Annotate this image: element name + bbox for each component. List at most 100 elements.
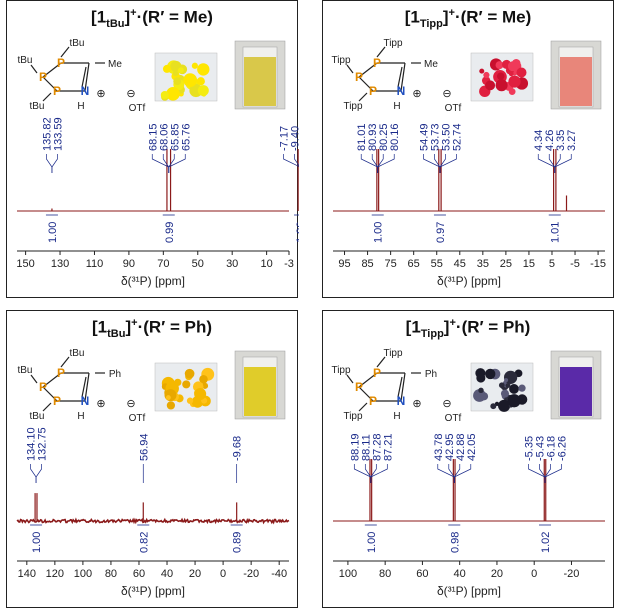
sample-vial <box>234 40 286 110</box>
integral-value: 1.00 <box>47 222 59 243</box>
double-bond <box>397 66 403 88</box>
molecule-structure: PPP NH ⊕ ⊖ OTf Me Tipp Tipp Tipp <box>331 38 461 114</box>
integral-value: 0.99 <box>164 222 176 243</box>
panel-title: [1Tipp]+·(R′ = Ph) <box>405 317 531 341</box>
peak-label: 68.06 <box>158 123 170 151</box>
peak-label-connector <box>554 154 572 173</box>
crystal <box>498 382 505 389</box>
x-tick-label: -3 <box>284 258 294 270</box>
molecule-structure: PPP NH ⊕ ⊖ OTf Me tBu tBu tBu <box>17 38 145 114</box>
x-tick-label: 65 <box>408 258 420 270</box>
sample-photo <box>154 52 218 102</box>
x-axis-label: δ(³¹P) [ppm] <box>121 584 185 598</box>
atom-label-p: P <box>57 366 65 380</box>
peak-label: -6.18 <box>546 436 558 461</box>
peak-label: 80.93 <box>367 123 379 151</box>
spectrum-baseline <box>16 517 290 525</box>
nmr-panel-tipp-ph: [1Tipp]+·(R′ = Ph) 100 80 60 40 20 0 -20 δ(³¹P)… <box>322 310 614 608</box>
sample-photo <box>154 362 218 412</box>
crystal <box>186 397 194 404</box>
bond <box>376 46 386 58</box>
x-tick-label: 5 <box>549 258 555 270</box>
peak-label: 88.11 <box>360 434 372 461</box>
crystal <box>172 70 179 77</box>
crystal <box>197 63 210 76</box>
peak-label: 52.74 <box>451 123 463 151</box>
atom-label-p: P <box>53 394 61 408</box>
sample-photo <box>470 362 534 412</box>
crystal <box>479 68 485 74</box>
nmr-spectrum-svg: 100 80 60 40 20 0 -20δ(³¹P) [ppm]88.19 88.11 87.… <box>331 348 605 598</box>
peak-label-connector <box>294 154 299 167</box>
x-tick-label: -20 <box>564 568 580 580</box>
crystal <box>516 67 527 78</box>
x-tick-label: 130 <box>51 258 69 270</box>
x-axis-label: δ(³¹P) [ppm] <box>121 274 185 288</box>
x-tick-label: 0 <box>531 568 537 580</box>
peak-label: -6.26 <box>557 436 569 461</box>
x-tick-label: 75 <box>385 258 397 270</box>
bond <box>84 372 90 402</box>
vial-liquid <box>244 367 276 416</box>
atom-label-h: H <box>393 411 400 422</box>
bond <box>358 92 368 102</box>
peak-label: 80.25 <box>378 123 390 151</box>
panel-title: [1Tipp]+·(R′ = Me) <box>404 7 532 31</box>
x-tick-label: -5 <box>570 258 580 270</box>
group-label: tBu <box>69 38 84 49</box>
bond <box>358 76 374 92</box>
crystal <box>476 373 486 383</box>
peak-label-connector <box>370 464 388 483</box>
bond <box>346 64 354 74</box>
crystal <box>504 378 509 383</box>
crystal <box>498 399 511 412</box>
peak-label: -5.35 <box>524 436 536 461</box>
molecule-structure: PPP NH ⊕ ⊖ OTf Ph Tipp Tipp Tipp <box>331 348 461 424</box>
x-tick-label: 60 <box>133 568 145 580</box>
x-tick-label: 85 <box>361 258 373 270</box>
bond <box>30 64 38 74</box>
peak-label-connector <box>162 154 170 173</box>
atom-label-p: P <box>373 56 381 70</box>
charge-minus: ⊖ <box>442 398 451 410</box>
peak-label-connector <box>168 154 175 173</box>
peak-label-connector <box>544 464 562 483</box>
peak-label: -9.68 <box>232 436 244 461</box>
bond <box>358 402 368 412</box>
molecule-structure: PPP NH ⊕ ⊖ OTf Ph tBu tBu tBu <box>17 348 145 424</box>
atom-label-p: P <box>373 366 381 380</box>
peak-label: 65.85 <box>169 123 181 151</box>
bond <box>358 386 374 402</box>
charge-plus: ⊕ <box>412 88 421 100</box>
atom-label-n: N <box>81 84 90 98</box>
bond <box>60 46 70 58</box>
crystal <box>183 73 198 88</box>
bond <box>358 62 378 78</box>
group-label: Tipp <box>331 55 351 66</box>
x-axis-label: δ(³¹P) [ppm] <box>437 584 501 598</box>
integral-value: 0.82 <box>138 532 150 553</box>
crystal <box>166 87 180 101</box>
x-tick-label: 70 <box>157 258 169 270</box>
crystal <box>508 75 521 88</box>
peak-label: 54.49 <box>418 123 430 151</box>
group-label: tBu <box>69 348 84 359</box>
double-bond <box>81 66 87 88</box>
peak-label: 87.21 <box>382 433 394 461</box>
vial-liquid <box>244 57 276 106</box>
crystal <box>162 64 171 73</box>
nmr-panel-tbu-me: [1tBu]+·(R′ = Me) 150 130 110 90 70 50 30 10 -3 δ… <box>6 0 299 298</box>
group-label: Tipp <box>331 365 351 376</box>
bond <box>84 62 90 92</box>
integral-value: 0.89 <box>232 532 244 553</box>
counterion-label: OTf <box>445 413 462 424</box>
atom-label-n: N <box>397 394 406 408</box>
counterion-label: OTf <box>129 413 146 424</box>
atom-label-h: H <box>77 411 84 422</box>
peak-label: 53.50 <box>440 123 452 151</box>
atom-label-p: P <box>39 70 47 84</box>
x-tick-label: 95 <box>338 258 350 270</box>
atom-label-n: N <box>81 394 90 408</box>
bond <box>376 356 386 368</box>
x-tick-label: 140 <box>18 568 36 580</box>
